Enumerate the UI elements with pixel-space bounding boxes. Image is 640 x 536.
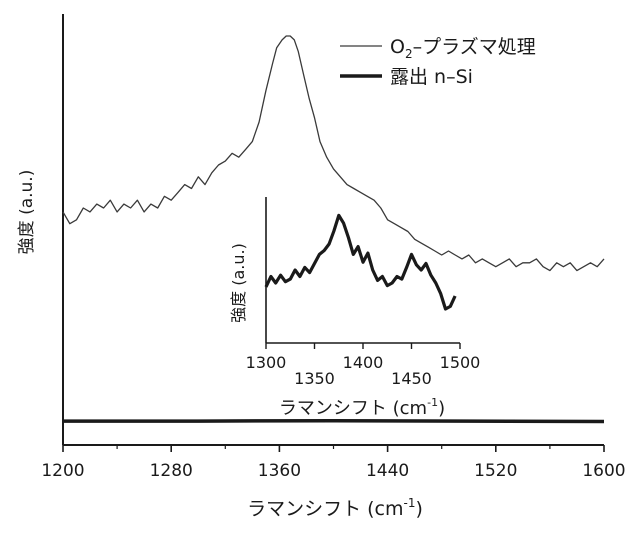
main-x-tick-label: 1280 xyxy=(150,461,193,481)
main-x-tick-label: 1520 xyxy=(474,461,517,481)
series-line-o2-plasma xyxy=(62,35,605,272)
main-x-axis-label-superscript: -1 xyxy=(404,496,416,510)
inset-x-axis-label: ラマンシフト (cm-1) xyxy=(279,396,445,419)
legend-label-o2-plasma: O2–プラズマ処理 xyxy=(390,36,536,61)
legend-label-exposed-nsi: 露出 n–Si xyxy=(390,66,473,88)
main-series-group xyxy=(62,35,605,424)
main-x-tick-label: 1600 xyxy=(582,461,625,481)
inset-x-tick-label: 1350 xyxy=(294,369,335,388)
inset-x-tick-label: 1400 xyxy=(343,353,384,372)
inset-x-axis-label-superscript: -1 xyxy=(427,396,438,409)
legend: O2–プラズマ処理 露出 n–Si xyxy=(340,36,536,88)
inset-series-group xyxy=(264,213,457,311)
inset-x-ticks: 1300 1350 1400 1450 1500 xyxy=(246,343,481,388)
main-x-tick-label: 1200 xyxy=(41,461,84,481)
main-x-axis-label-text: ラマンシフト (cm xyxy=(247,498,403,520)
series-line-exposed-nsi xyxy=(63,418,605,424)
main-x-tick-label: 1440 xyxy=(366,461,409,481)
main-x-tick-label: 1360 xyxy=(258,461,301,481)
inset-y-axis-label: 強度 (a.u.) xyxy=(229,243,248,323)
main-y-axis-label: 強度 (a.u.) xyxy=(17,170,37,255)
inset-x-tick-label: 1450 xyxy=(391,369,432,388)
inset-x-tick-label: 1300 xyxy=(246,353,287,372)
inset-series-line-exposed-nsi xyxy=(264,213,457,311)
inset-x-tick-label: 1500 xyxy=(440,353,481,372)
main-x-axis-label: ラマンシフト (cm-1) xyxy=(247,496,423,520)
inset-x-axis-label-text: ラマンシフト (cm xyxy=(279,398,427,419)
main-x-ticks: 1200 1280 1360 1440 1520 1600 xyxy=(41,445,626,481)
inset-x-axis-label-close: ) xyxy=(438,398,445,419)
main-x-axis-label-close: ) xyxy=(415,498,422,520)
